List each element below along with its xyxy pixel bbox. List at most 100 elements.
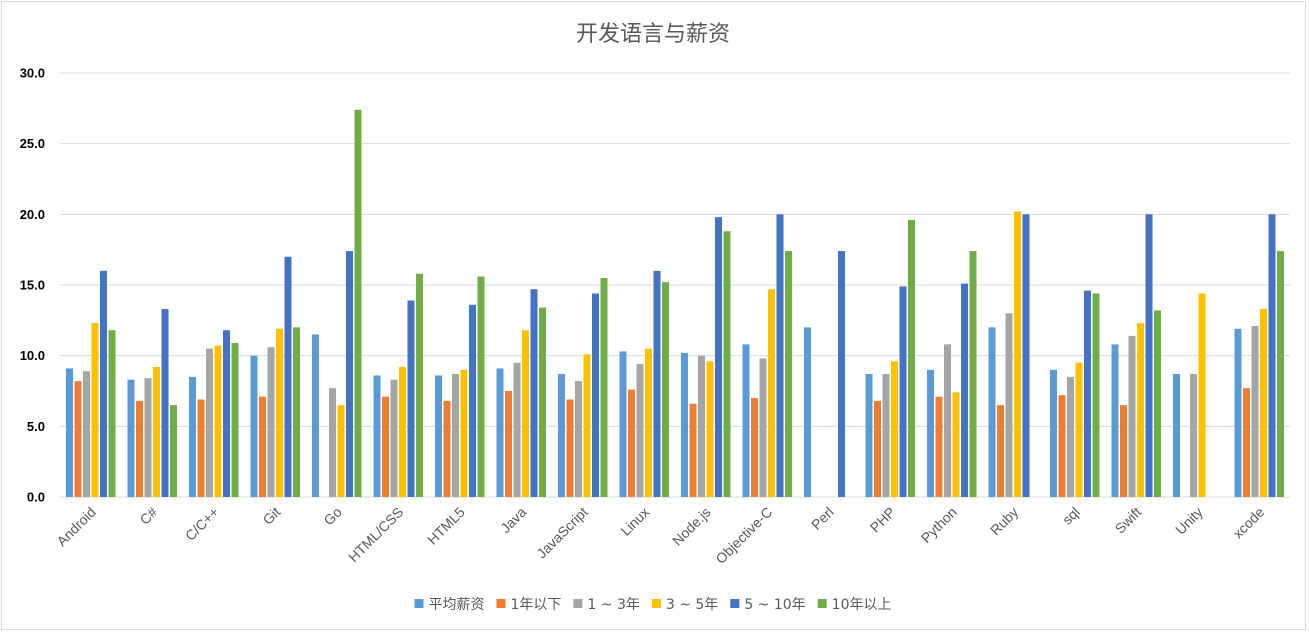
bar (882, 374, 890, 497)
bar (944, 344, 951, 497)
legend-swatch (817, 599, 827, 608)
legend-item: 1 ~ 3年 (573, 597, 640, 613)
bar (891, 361, 898, 497)
bar (329, 388, 336, 497)
bar (698, 355, 705, 497)
bar (284, 256, 292, 497)
bar (961, 283, 968, 497)
bar (1058, 395, 1066, 497)
bar (469, 304, 476, 497)
x-axis-ticks: Android C# C/C++ Git Go HTML/CSS HTML5 Java Java… (53, 504, 1267, 567)
legend-label: 平均薪资 (428, 597, 484, 613)
bar (600, 277, 608, 497)
bar (83, 371, 90, 497)
x-tick-label: Perl (808, 504, 837, 533)
x-tick-label: Node.js (669, 504, 714, 549)
bar (1022, 214, 1030, 497)
bar (776, 214, 784, 497)
bar (416, 273, 423, 497)
bar (346, 251, 353, 497)
x-tick-label: sql (1059, 504, 1083, 528)
bar (1268, 214, 1276, 497)
bar (161, 309, 169, 497)
y-tick-label: 15.0 (20, 278, 45, 293)
bar (170, 405, 177, 497)
bar (108, 330, 116, 497)
bar (838, 251, 845, 497)
bar (681, 352, 688, 497)
bar (1111, 344, 1119, 497)
bar (496, 368, 504, 497)
bar (715, 217, 722, 497)
bar (997, 405, 1004, 497)
bar (513, 362, 521, 497)
legend-item: 3 ~ 5年 (651, 597, 718, 613)
bar (1120, 405, 1127, 497)
bar (1260, 309, 1267, 497)
bar (144, 378, 152, 497)
bar (390, 379, 398, 497)
bar (1005, 313, 1013, 497)
bar (452, 374, 459, 497)
legend-swatch (573, 599, 583, 608)
bar (1050, 369, 1057, 497)
legend-label: 1 ~ 3年 (587, 597, 639, 613)
legend-item: 1年以下 (496, 597, 561, 613)
x-tick-label: Go (320, 504, 345, 529)
bar (91, 323, 99, 497)
bar (865, 374, 873, 497)
bar (259, 396, 266, 497)
bar (293, 327, 300, 497)
bar (382, 396, 389, 497)
x-tick-label: HTML/CSS (345, 504, 406, 565)
bar (197, 399, 205, 497)
bar (1234, 328, 1242, 497)
bar (1092, 293, 1100, 497)
bar (558, 374, 565, 497)
bar (354, 109, 362, 497)
bar (223, 330, 230, 497)
bar (566, 399, 574, 497)
x-tick-label: Ruby (987, 504, 1021, 538)
bar (530, 289, 538, 497)
bar (759, 358, 767, 497)
legend-label: 10年以上 (832, 597, 892, 613)
y-tick-label: 0.0 (27, 490, 45, 505)
bar (276, 328, 283, 497)
bar (1128, 335, 1136, 497)
bar (127, 379, 135, 497)
bar (874, 400, 881, 497)
bar (505, 391, 512, 497)
bar (1190, 374, 1197, 497)
bar (689, 403, 697, 497)
legend-label: 1年以下 (510, 597, 561, 613)
bar (407, 300, 415, 497)
bar (1014, 211, 1021, 497)
legend-item: 5 ~ 10年 (730, 597, 806, 613)
bar (250, 355, 258, 497)
x-tick-label: Git (259, 504, 283, 528)
gridlines (60, 72, 1290, 498)
bar (785, 251, 792, 497)
bar (136, 400, 143, 497)
bar (1198, 293, 1206, 497)
bar (477, 276, 485, 497)
bar (460, 369, 468, 497)
y-tick-label: 30.0 (20, 66, 45, 81)
legend-label: 5 ~ 10年 (744, 597, 805, 613)
legend: 平均薪资 1年以下 1 ~ 3年 3 ~ 5年 5 ~ 10年 10年以上 (414, 597, 892, 613)
bar (969, 251, 977, 497)
bar (952, 392, 960, 497)
bar (899, 286, 907, 497)
chart-title: 开发语言与薪资 (576, 22, 730, 47)
bar (373, 375, 381, 497)
bar (1145, 214, 1153, 497)
legend-swatch (496, 599, 506, 608)
bar (575, 381, 582, 497)
bar (1173, 374, 1180, 497)
bar (189, 376, 196, 497)
bar (1243, 388, 1250, 497)
bar (636, 364, 644, 497)
bar (399, 366, 406, 497)
